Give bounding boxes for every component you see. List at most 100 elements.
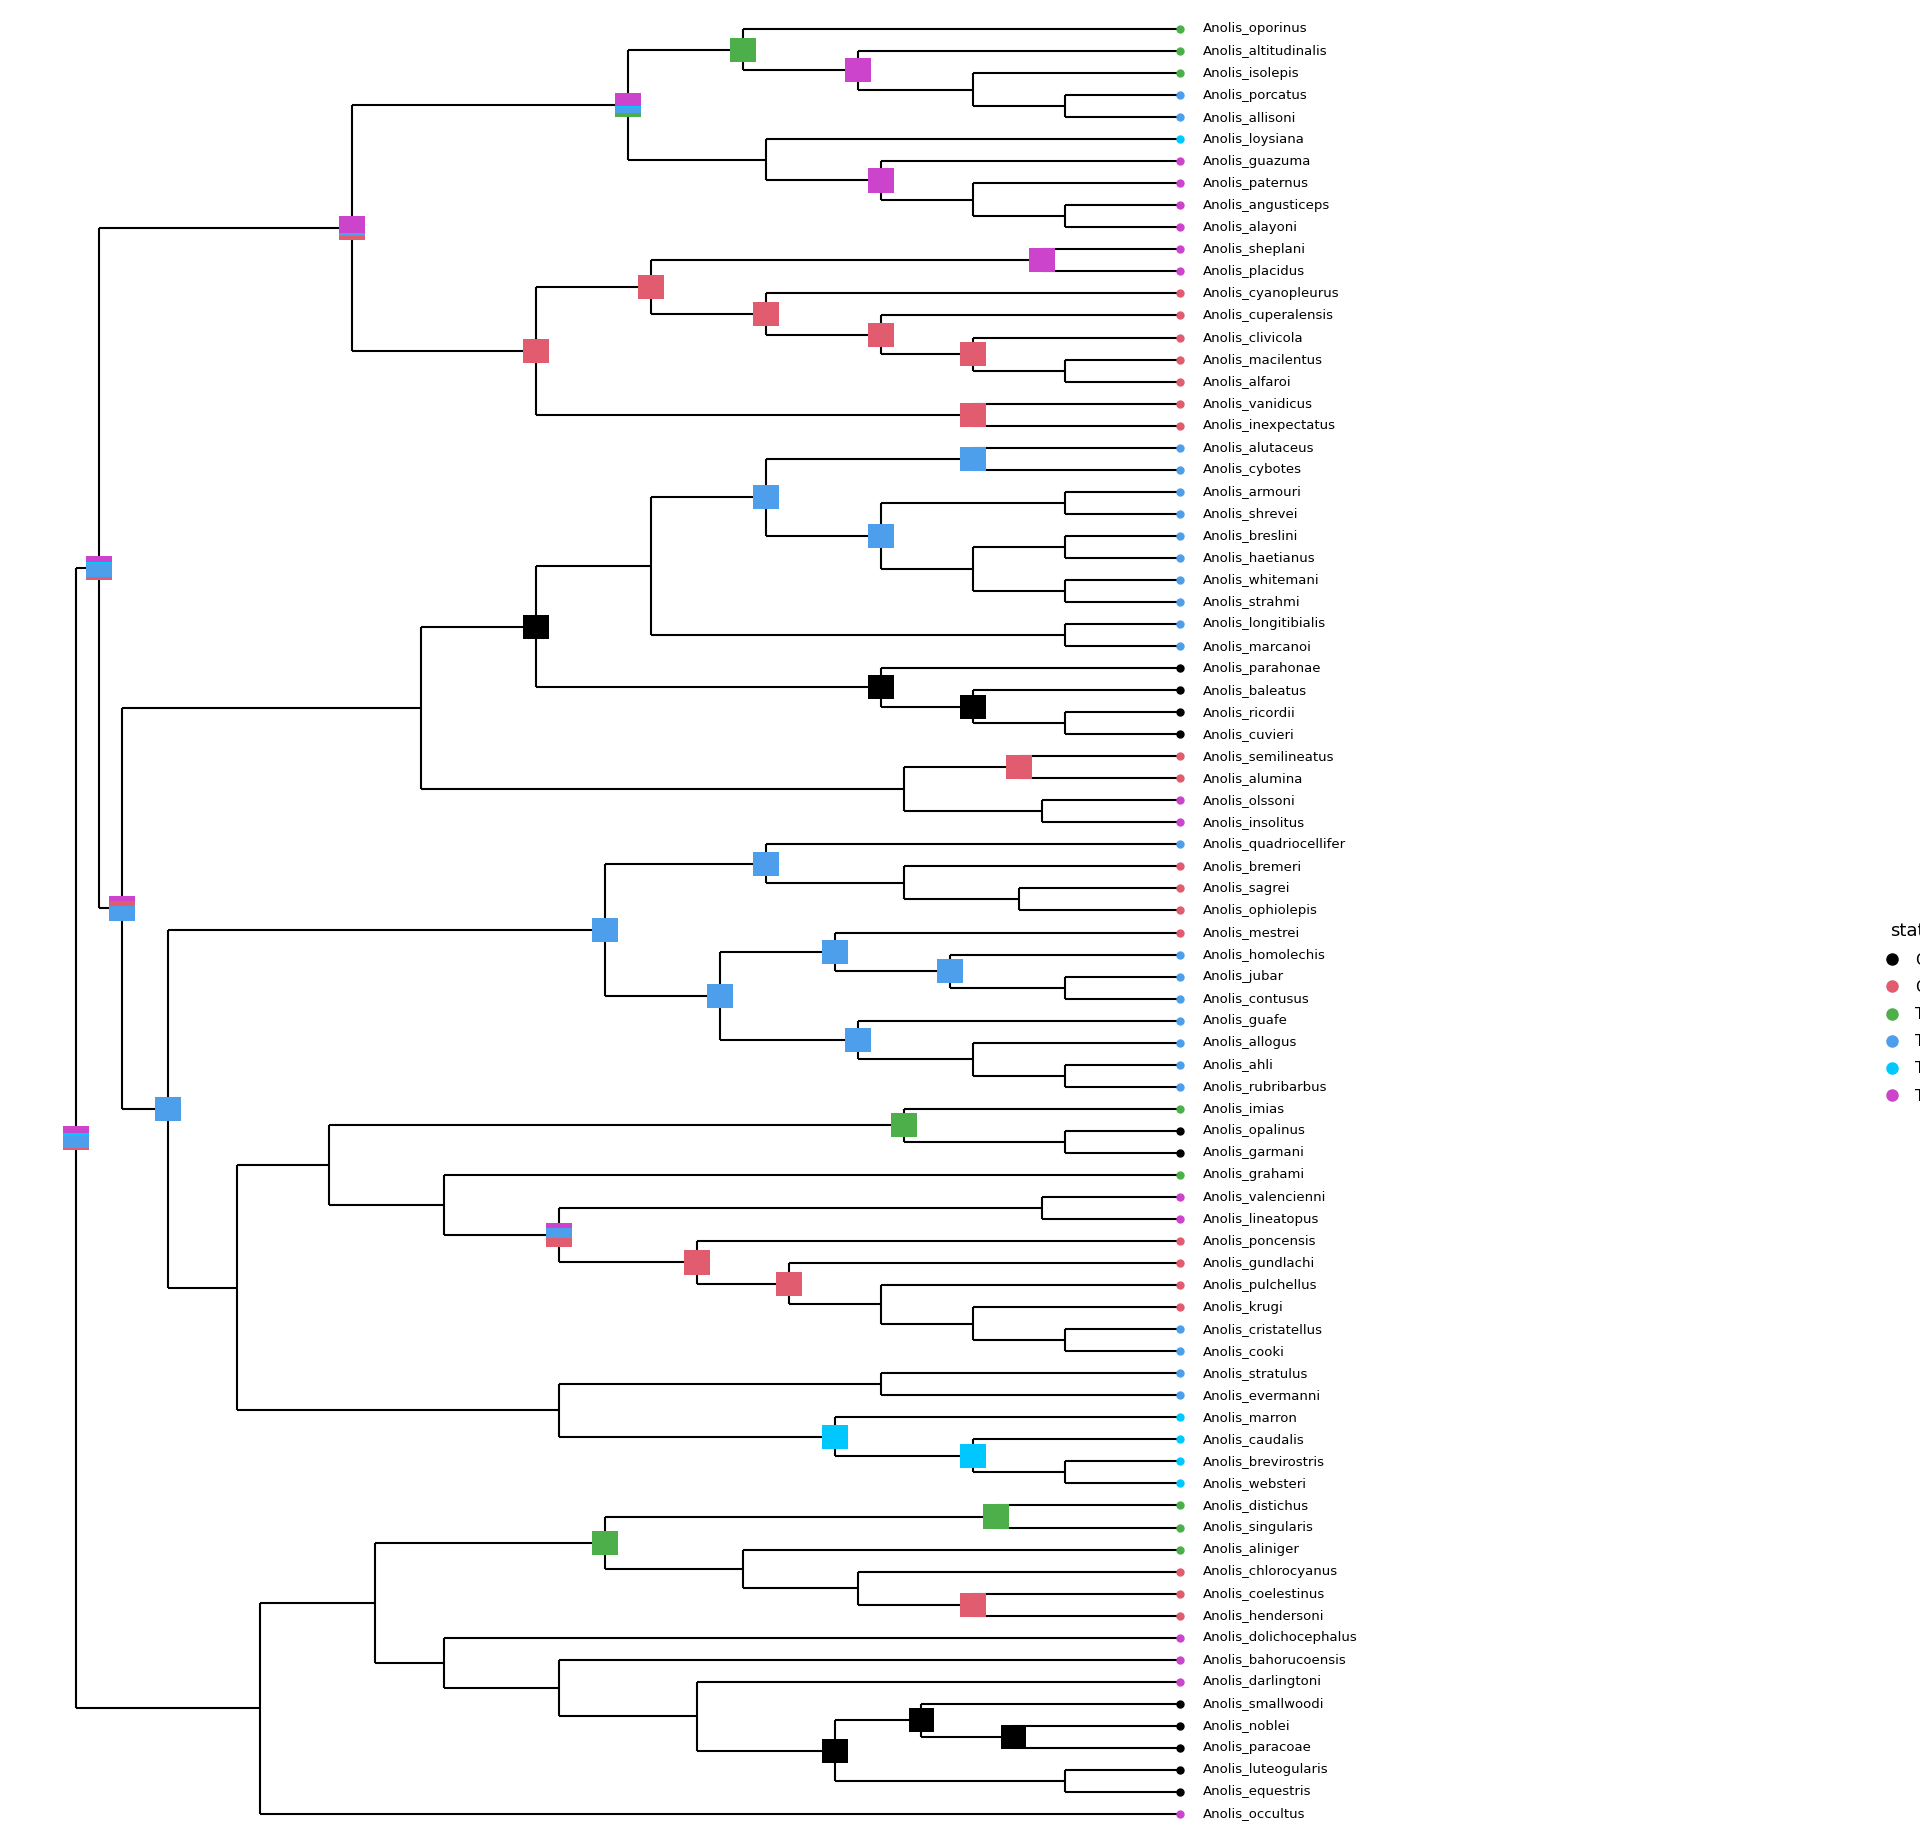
Bar: [960, 695, 985, 719]
Text: Anolis_inexpectatus: Anolis_inexpectatus: [1204, 418, 1336, 431]
Text: Anolis_aliniger: Anolis_aliniger: [1204, 1543, 1300, 1555]
Text: Anolis_quadriocellifer: Anolis_quadriocellifer: [1204, 839, 1346, 851]
Bar: [753, 851, 780, 875]
Text: Anolis_stratulus: Anolis_stratulus: [1204, 1368, 1308, 1380]
Text: Anolis_opalinus: Anolis_opalinus: [1204, 1124, 1306, 1137]
Bar: [960, 446, 985, 470]
Bar: [86, 557, 111, 562]
Bar: [547, 1224, 572, 1227]
Bar: [547, 1227, 572, 1238]
Text: Anolis_oporinus: Anolis_oporinus: [1204, 22, 1308, 35]
Text: Anolis_vanidicus: Anolis_vanidicus: [1204, 396, 1313, 411]
Bar: [753, 485, 780, 509]
Text: Anolis_marron: Anolis_marron: [1204, 1412, 1298, 1425]
Bar: [614, 112, 641, 116]
Bar: [937, 958, 962, 982]
Bar: [868, 675, 893, 700]
Bar: [63, 1135, 88, 1148]
Text: Anolis_loysiana: Anolis_loysiana: [1204, 133, 1306, 146]
Text: Anolis_bremeri: Anolis_bremeri: [1204, 861, 1302, 874]
Text: Anolis_chlorocyanus: Anolis_chlorocyanus: [1204, 1565, 1338, 1578]
Bar: [614, 92, 641, 105]
Bar: [109, 907, 134, 920]
Text: Anolis_sheplani: Anolis_sheplani: [1204, 243, 1306, 256]
Text: Anolis_insolitus: Anolis_insolitus: [1204, 816, 1306, 829]
Text: Anolis_alayoni: Anolis_alayoni: [1204, 221, 1298, 234]
Text: Anolis_altitudinalis: Anolis_altitudinalis: [1204, 44, 1327, 57]
Bar: [63, 1126, 88, 1133]
Bar: [86, 562, 111, 564]
Bar: [822, 1425, 847, 1449]
Text: Anolis_macilentus: Anolis_macilentus: [1204, 354, 1323, 367]
Text: Anolis_paternus: Anolis_paternus: [1204, 177, 1309, 190]
Bar: [156, 1097, 180, 1121]
Bar: [707, 984, 733, 1008]
Text: Anolis_websteri: Anolis_websteri: [1204, 1476, 1308, 1489]
Text: Anolis_bahorucoensis: Anolis_bahorucoensis: [1204, 1653, 1346, 1666]
Bar: [1000, 1725, 1025, 1749]
Text: Anolis_sagrei: Anolis_sagrei: [1204, 883, 1290, 896]
Bar: [340, 216, 365, 232]
Bar: [845, 1028, 870, 1052]
Text: Anolis_guazuma: Anolis_guazuma: [1204, 155, 1311, 168]
Legend: CG, GB, TC, TG, Tr, Tw: CG, GB, TC, TG, Tr, Tw: [1870, 916, 1920, 1109]
Text: Anolis_brevirostris: Anolis_brevirostris: [1204, 1454, 1325, 1467]
Text: Anolis_semilineatus: Anolis_semilineatus: [1204, 750, 1334, 763]
Text: Anolis_marcanoi: Anolis_marcanoi: [1204, 640, 1311, 652]
Text: Anolis_cyanopleurus: Anolis_cyanopleurus: [1204, 288, 1340, 300]
Bar: [822, 940, 847, 964]
Text: Anolis_armouri: Anolis_armouri: [1204, 485, 1302, 498]
Text: Anolis_gundlachi: Anolis_gundlachi: [1204, 1257, 1315, 1270]
Bar: [983, 1504, 1008, 1528]
Text: Anolis_shrevei: Anolis_shrevei: [1204, 507, 1298, 520]
Text: Anolis_dolichocephalus: Anolis_dolichocephalus: [1204, 1631, 1357, 1644]
Bar: [109, 901, 134, 907]
Bar: [109, 896, 134, 901]
Bar: [845, 59, 870, 83]
Text: Anolis_parahonae: Anolis_parahonae: [1204, 662, 1321, 675]
Text: Anolis_distichus: Anolis_distichus: [1204, 1498, 1309, 1511]
Text: Anolis_whitemani: Anolis_whitemani: [1204, 573, 1319, 586]
Text: Anolis_rubribarbus: Anolis_rubribarbus: [1204, 1080, 1327, 1093]
Text: Anolis_angusticeps: Anolis_angusticeps: [1204, 199, 1331, 212]
Text: Anolis_poncensis: Anolis_poncensis: [1204, 1235, 1317, 1248]
Bar: [63, 1133, 88, 1135]
Text: Anolis_alumina: Anolis_alumina: [1204, 772, 1304, 785]
Text: Anolis_krugi: Anolis_krugi: [1204, 1301, 1284, 1314]
Bar: [960, 1443, 985, 1469]
Text: Anolis_jubar: Anolis_jubar: [1204, 969, 1284, 982]
Text: Anolis_lineatopus: Anolis_lineatopus: [1204, 1213, 1319, 1226]
Text: Anolis_garmani: Anolis_garmani: [1204, 1146, 1306, 1159]
Text: Anolis_haetianus: Anolis_haetianus: [1204, 551, 1315, 564]
Text: Anolis_alfaroi: Anolis_alfaroi: [1204, 376, 1292, 389]
Text: Anolis_hendersoni: Anolis_hendersoni: [1204, 1609, 1325, 1622]
Text: Anolis_valencienni: Anolis_valencienni: [1204, 1191, 1327, 1203]
Text: Anolis_ophiolepis: Anolis_ophiolepis: [1204, 903, 1317, 918]
Bar: [524, 339, 549, 363]
Bar: [868, 168, 893, 194]
Bar: [614, 109, 641, 112]
Text: Anolis_alutaceus: Anolis_alutaceus: [1204, 440, 1315, 453]
Text: Anolis_olssoni: Anolis_olssoni: [1204, 794, 1296, 807]
Text: Anolis_evermanni: Anolis_evermanni: [1204, 1390, 1321, 1403]
Text: Anolis_ricordii: Anolis_ricordii: [1204, 706, 1296, 719]
Text: Anolis_longitibialis: Anolis_longitibialis: [1204, 617, 1327, 630]
Text: Anolis_strahmi: Anolis_strahmi: [1204, 595, 1300, 608]
Text: Anolis_cooki: Anolis_cooki: [1204, 1345, 1284, 1358]
Text: Anolis_guafe: Anolis_guafe: [1204, 1014, 1288, 1027]
Text: Anolis_baleatus: Anolis_baleatus: [1204, 684, 1308, 697]
Bar: [730, 37, 756, 63]
Text: Anolis_imias: Anolis_imias: [1204, 1102, 1284, 1115]
Bar: [908, 1708, 933, 1732]
Bar: [63, 1148, 88, 1150]
Bar: [776, 1272, 803, 1296]
Bar: [591, 918, 618, 942]
Text: Anolis_singularis: Anolis_singularis: [1204, 1520, 1313, 1533]
Text: Anolis_caudalis: Anolis_caudalis: [1204, 1432, 1306, 1447]
Bar: [891, 1113, 916, 1137]
Bar: [591, 1530, 618, 1555]
Bar: [868, 323, 893, 346]
Text: Anolis_coelestinus: Anolis_coelestinus: [1204, 1587, 1325, 1600]
Bar: [753, 302, 780, 326]
Text: Anolis_noblei: Anolis_noblei: [1204, 1720, 1290, 1732]
